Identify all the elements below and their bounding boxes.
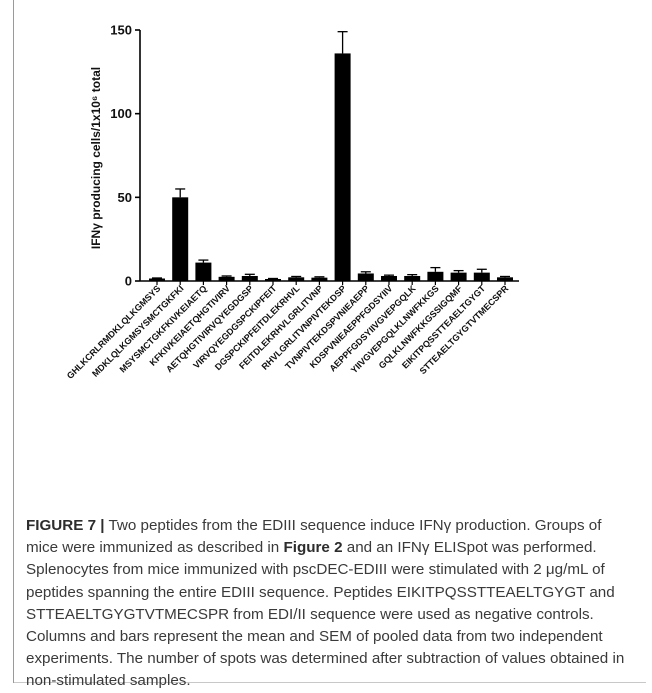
y-tick-label: 100 — [110, 106, 132, 121]
bar — [357, 273, 374, 281]
bar — [334, 53, 351, 281]
bar — [265, 278, 281, 281]
caption-text-part-2: and an IFNγ ELISpot was performed. Splen… — [26, 539, 625, 690]
caption-text-part-1: Two peptides from the EDIII sequence ind… — [26, 517, 602, 557]
bar — [311, 277, 328, 281]
y-axis-title: IFNγ producing cells/1x10⁶ total — [89, 67, 103, 249]
bar — [427, 271, 444, 281]
figure-label: FIGURE 7 | — [26, 517, 105, 534]
bar — [195, 262, 212, 281]
x-tick-label: GHLKCRLRMDKLQLKGMSYS — [65, 283, 163, 381]
bar — [218, 276, 235, 281]
y-axis: 0 50 100 150 — [110, 23, 519, 289]
y-tick-label: 0 — [125, 274, 132, 289]
error-bars — [152, 31, 510, 280]
bar — [172, 197, 189, 281]
bar — [473, 272, 490, 281]
bar — [241, 275, 258, 281]
bar — [497, 277, 513, 281]
bar-chart: 0 50 100 150 GHLKCRLRMDKLQLKGMSYSMDKLQLKGMS… — [65, 23, 519, 381]
bar — [288, 277, 305, 281]
y-tick-label: 50 — [118, 190, 132, 205]
bar — [149, 278, 165, 281]
y-tick-label: 150 — [110, 23, 132, 38]
bars — [149, 53, 513, 281]
figure-caption: FIGURE 7 | Two peptides from the EDIII s… — [26, 515, 626, 693]
bar — [450, 272, 467, 281]
bar — [381, 275, 397, 281]
bar — [404, 275, 421, 281]
figure-reference-link[interactable]: Figure 2 — [283, 539, 343, 557]
x-tick-labels: GHLKCRLRMDKLQLKGMSYSMDKLQLKGMSYSMCTGKFKI… — [65, 281, 511, 381]
